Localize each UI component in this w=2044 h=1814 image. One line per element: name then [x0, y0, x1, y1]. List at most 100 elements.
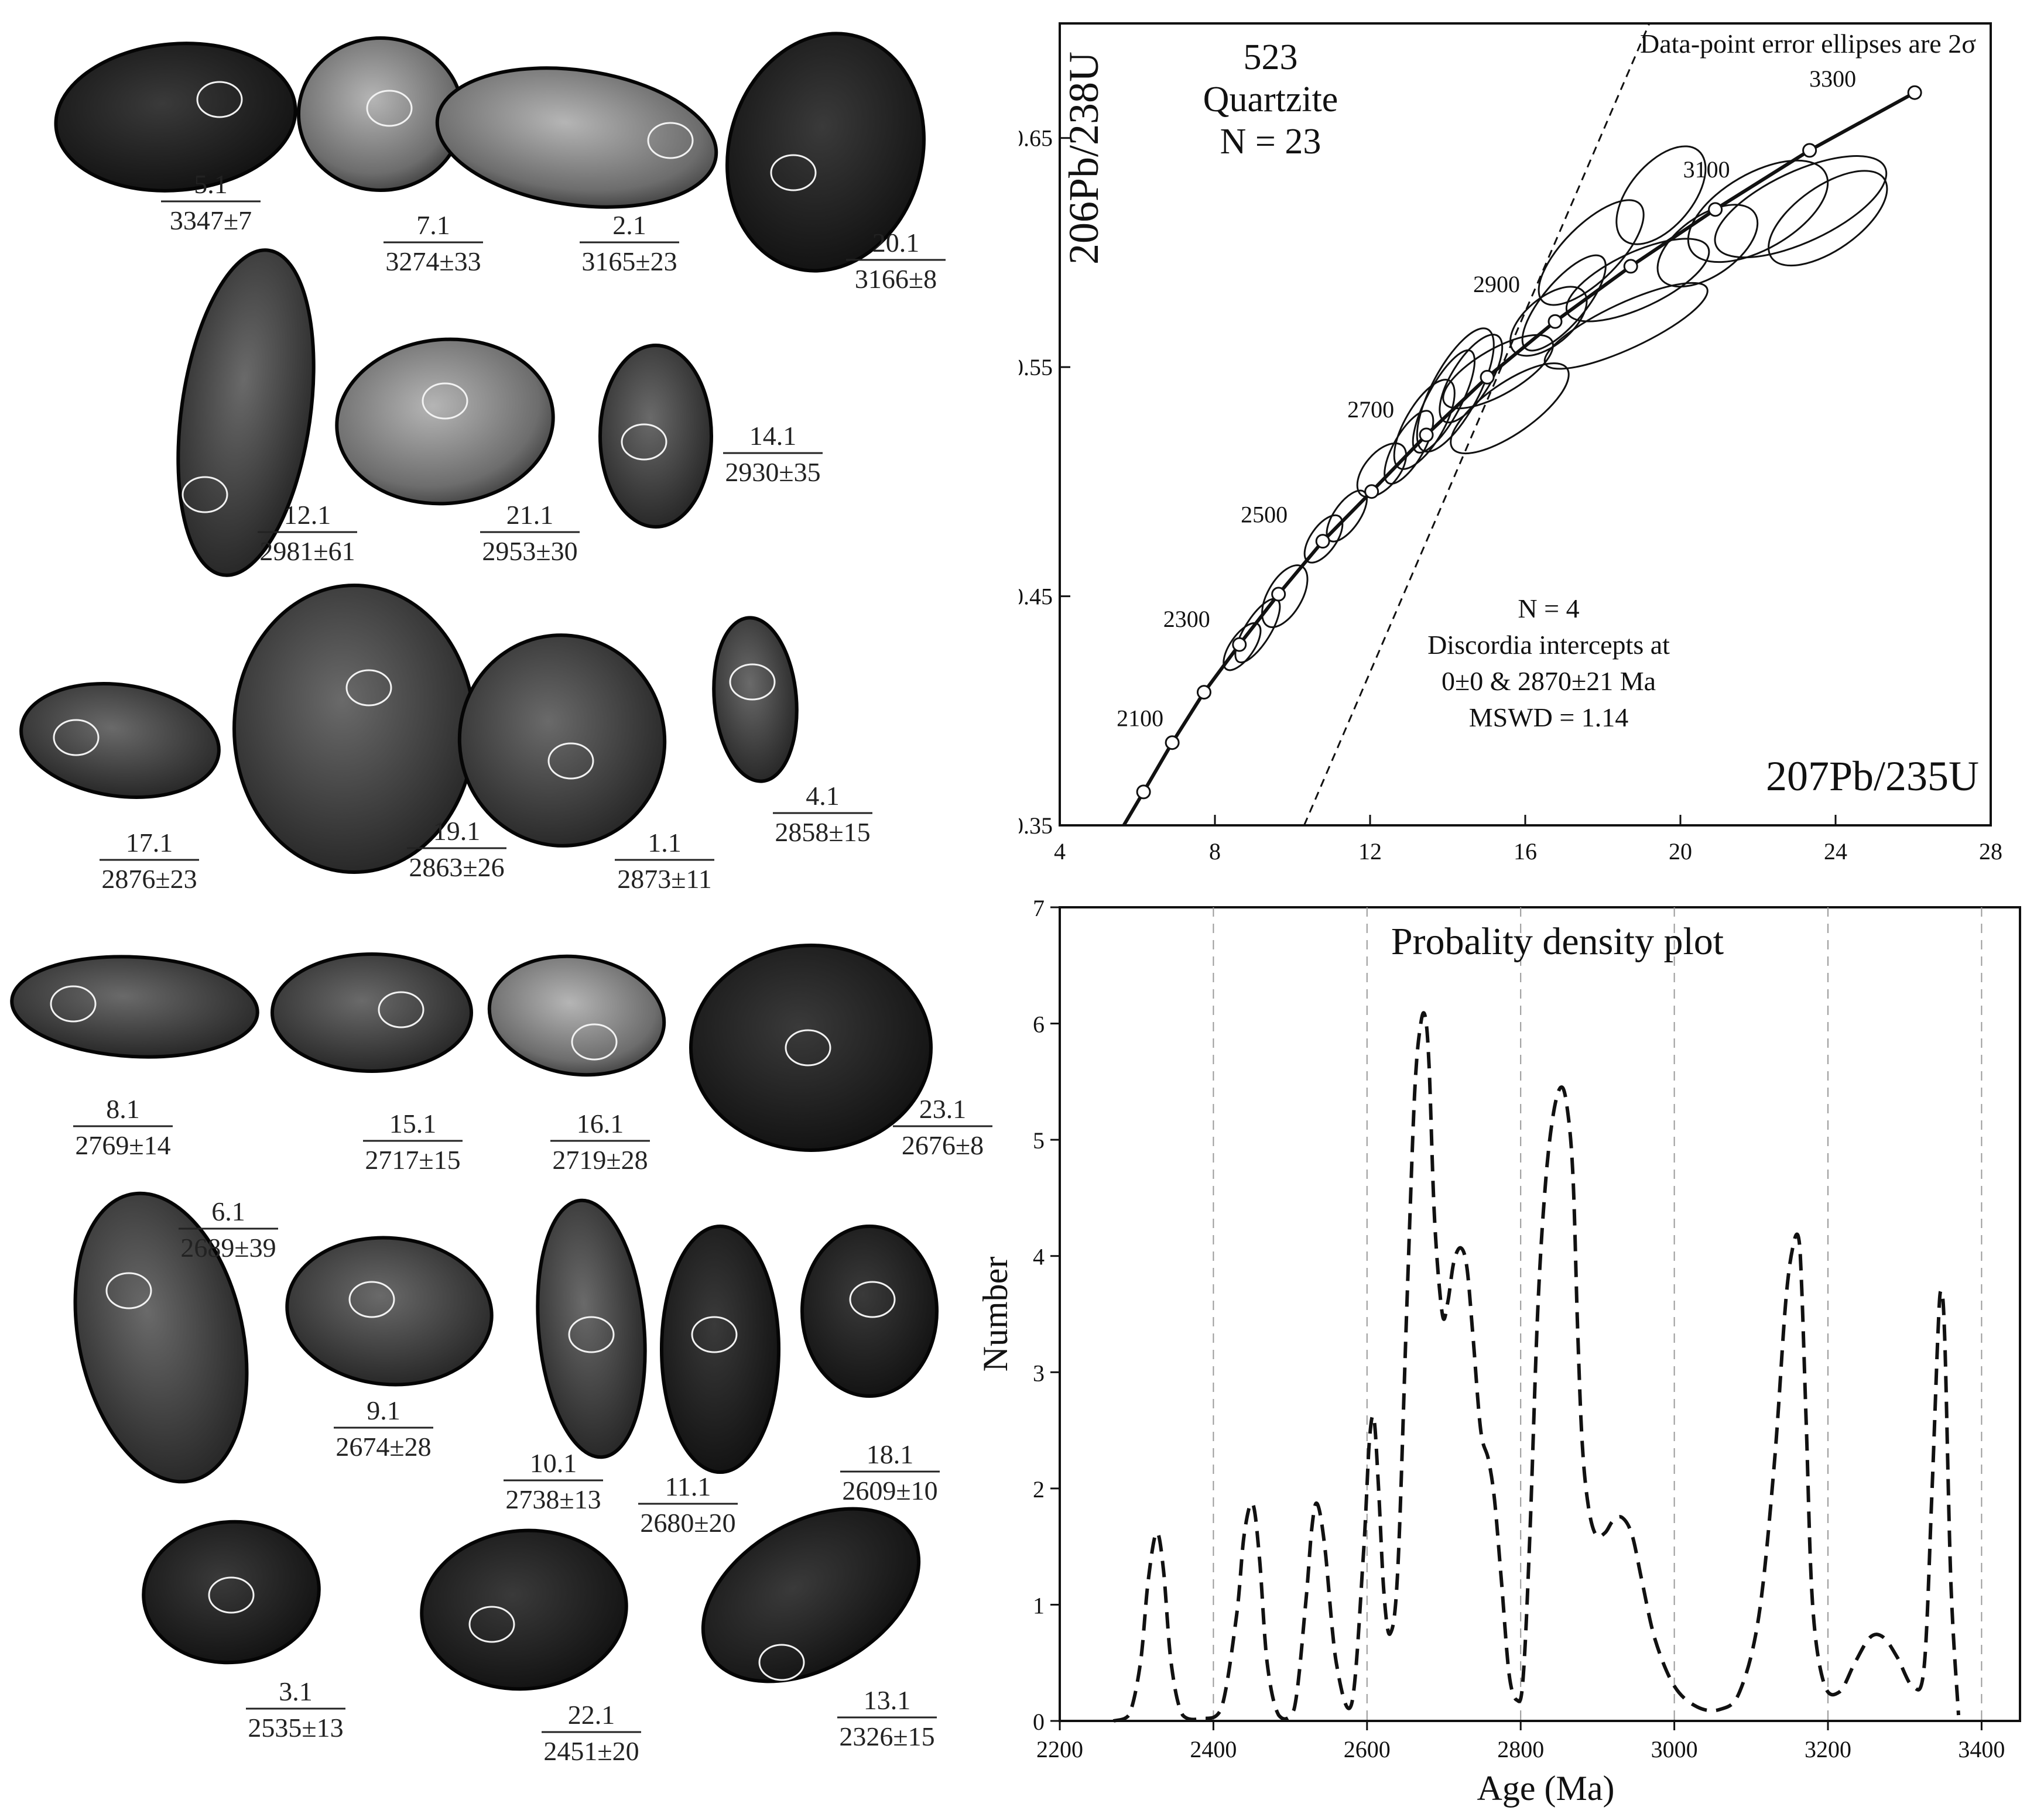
zircon-grain-image: [598, 344, 713, 529]
grain-spot-id: 9.1: [367, 1395, 400, 1425]
analysis-spot: [691, 1316, 738, 1353]
analysis-spot: [468, 1606, 515, 1643]
zircon-grain: 1.1 2873±11: [457, 633, 714, 894]
grain-age: 2609±10: [842, 1476, 937, 1506]
concordia-age-marker: [1480, 369, 1495, 385]
zircon-grain-image: [73, 1191, 249, 1484]
grain-spot-id: 5.1: [194, 169, 228, 199]
grain-spot-id: 20.1: [872, 228, 920, 258]
zircon-grain: 10.1 2738±13: [504, 1198, 647, 1514]
zircon-grain: 11.1 2680±20: [638, 1225, 780, 1538]
analysis-spot: [422, 382, 468, 420]
concordia-age-label: 2300: [1163, 606, 1210, 632]
analysis-spot: [196, 81, 243, 118]
zircon-grain-image: [435, 66, 718, 209]
error-ellipse: [1509, 286, 1588, 357]
grain-spot-id: 4.1: [806, 781, 840, 811]
grain-age: 2858±15: [775, 817, 870, 847]
y-tick-label: 3: [1033, 1360, 1045, 1386]
y-tick-label: 6: [1033, 1011, 1045, 1038]
y-tick-label: 0.35: [1019, 812, 1053, 839]
y-tick-label: 1: [1033, 1592, 1045, 1618]
x-tick-label: 3000: [1651, 1736, 1698, 1762]
zircon-grain: 15.1 2717±15: [271, 952, 473, 1175]
inset-n: N = 4: [1518, 594, 1579, 623]
x-tick-label: 2600: [1344, 1736, 1391, 1762]
zircon-grain-image: [271, 952, 473, 1073]
analysis-spot: [182, 476, 228, 513]
density-x-axis-label: Age (Ma): [1477, 1769, 1615, 1808]
zircon-grain-image: [176, 248, 316, 577]
grain-age: 2876±23: [101, 864, 197, 894]
error-ellipse: [1521, 254, 1607, 352]
concordia-age-label: 2700: [1347, 396, 1394, 423]
grain-age: 2676±8: [902, 1130, 984, 1160]
grain-spot-id: 19.1: [433, 816, 481, 846]
concordia-age-label: 2900: [1473, 271, 1520, 297]
grain-age: 2680±20: [640, 1508, 735, 1538]
error-ellipse: [1442, 334, 1554, 410]
zircon-grain: 22.1 2451±20: [420, 1528, 641, 1766]
x-tick-label: 3400: [1958, 1736, 2005, 1762]
analysis-spot: [770, 154, 817, 191]
zircon-grain-image: [536, 1198, 647, 1459]
analysis-spot: [378, 991, 424, 1028]
grain-spot-id: 14.1: [749, 421, 797, 451]
y-tick-label: 2: [1033, 1476, 1045, 1503]
grain-age: 2738±13: [505, 1484, 601, 1514]
grain-spot-id: 18.1: [867, 1439, 914, 1469]
analysis-spot: [849, 1281, 896, 1318]
concordia-age-marker: [1196, 685, 1211, 700]
error-ellipse: [1656, 204, 1759, 288]
grain-age: 2953±30: [482, 536, 577, 566]
concordia-age-label: 2100: [1117, 705, 1163, 732]
zircon-grain-image: [457, 633, 667, 848]
y-axis-label: 206Pb/238U: [1060, 52, 1107, 265]
zircon-grain-image: [19, 681, 221, 800]
concordia-age-marker: [1315, 534, 1330, 549]
y-tick-label: 0.65: [1019, 125, 1053, 152]
zircon-grain: 7.1 3274±33: [297, 36, 483, 276]
x-tick-label: 24: [1824, 838, 1847, 865]
grain-age: 2326±15: [839, 1722, 934, 1751]
zircon-grain: 13.1 2326±15: [701, 1507, 937, 1751]
zircon-grain: 2.1 3165±23: [435, 66, 718, 276]
error-ellipse: [1223, 622, 1262, 671]
grain-age: 2863±26: [409, 852, 504, 882]
x-tick-label: 20: [1669, 838, 1692, 865]
analysis-spot: [547, 742, 594, 780]
concordia-age-label: 2500: [1241, 502, 1288, 528]
zircon-grain: 14.1 2930±35: [598, 344, 823, 529]
grain-spot-id: 15.1: [389, 1109, 437, 1139]
zircon-grain: 4.1 2858±15: [712, 616, 872, 847]
analysis-spot: [621, 423, 667, 461]
zircon-grain: 20.1 3166±8: [725, 32, 946, 294]
zircon-grain-image: [335, 337, 555, 506]
error-ellipse: [1439, 334, 1504, 424]
y-tick-label: 5: [1033, 1127, 1045, 1154]
concordia-age-marker: [1271, 587, 1286, 602]
concordia-age-marker: [1419, 427, 1434, 443]
concordia-age-marker: [1708, 202, 1723, 217]
zircon-grain-image: [660, 1225, 780, 1474]
analysis-spot: [366, 90, 413, 127]
concordia-age-marker: [1547, 314, 1563, 329]
analysis-spot: [345, 669, 392, 707]
x-tick-label: 28: [1979, 838, 2002, 865]
grain-spot-id: 12.1: [284, 500, 331, 530]
zircon-grain: 21.1 2953±30: [335, 337, 580, 566]
y-tick-label: 4: [1033, 1244, 1045, 1270]
analysis-spot: [729, 663, 776, 701]
zircon-grain: 9.1 2674±28: [285, 1236, 494, 1462]
error-ellipse: [1234, 598, 1281, 664]
rock-label: Quartzite: [1203, 80, 1338, 119]
zircon-grain: 8.1 2769±14: [10, 955, 259, 1160]
grain-spot-id: 22.1: [568, 1700, 615, 1730]
zircon-grain-image: [800, 1225, 939, 1398]
grain-spot-id: 16.1: [577, 1109, 624, 1139]
x-tick-label: 2800: [1497, 1736, 1544, 1762]
analysis-spot: [348, 1281, 395, 1318]
analysis-spot: [53, 719, 100, 756]
analysis-spot: [647, 122, 694, 159]
zircon-grain: 3.1 2535±13: [142, 1520, 345, 1743]
